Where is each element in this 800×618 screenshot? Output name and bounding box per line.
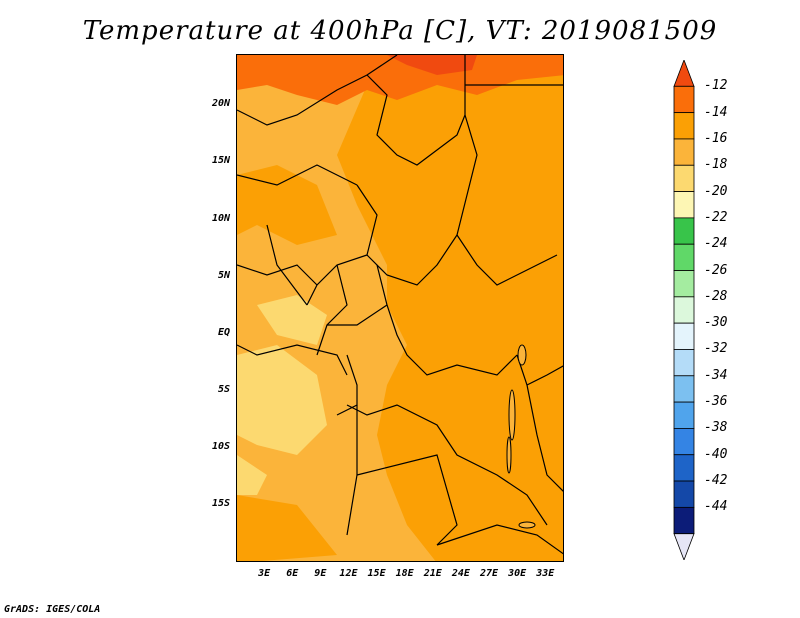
lon-tick-label: 12E <box>339 568 358 579</box>
colorbar-segment <box>673 191 695 219</box>
lat-tick-label: 10N <box>211 212 230 224</box>
lat-tick-label: 5S <box>217 383 230 395</box>
lon-tick-label: 9E <box>314 568 327 579</box>
colorbar-segment <box>673 164 695 192</box>
colorbar-segment <box>673 243 695 271</box>
lon-tick-label: 33E <box>536 568 555 579</box>
colorbar-label: -20 <box>704 183 728 199</box>
field-warm-central <box>237 165 337 245</box>
colorbar-label: -34 <box>704 367 728 383</box>
colorbar-segment <box>673 112 695 140</box>
field-hottest-north <box>387 55 477 75</box>
lat-tick-label: 20N <box>211 98 230 110</box>
colorbar-segment <box>673 401 695 429</box>
lon-tick-label: 6E <box>286 568 299 579</box>
colorbar-label: -16 <box>704 130 728 146</box>
colorbar-segment <box>673 217 695 245</box>
field-cool-west <box>237 345 327 455</box>
colorbar-segment <box>673 138 695 166</box>
colorbar-label: -26 <box>704 262 728 278</box>
colorbar-segment <box>673 349 695 377</box>
credit-text: GrADS: IGES/COLA <box>4 604 101 615</box>
colorbar-label: -32 <box>704 341 728 357</box>
lon-tick-label: 15E <box>367 568 386 579</box>
colorbar-label: -14 <box>704 104 728 120</box>
colorbar-label: -12 <box>704 78 728 94</box>
colorbar-label: -18 <box>704 157 728 173</box>
lon-tick-label: 18E <box>395 568 414 579</box>
colorbar-segment <box>673 428 695 456</box>
colorbar-segment <box>673 85 695 114</box>
lakes <box>506 344 536 529</box>
colorbar-segment <box>673 454 695 482</box>
lon-tick-label: 24E <box>451 568 470 579</box>
lat-tick-label: 5N <box>217 269 230 281</box>
colorbar-label: -28 <box>704 288 728 304</box>
colorbar <box>673 60 695 560</box>
colorbar-segment <box>673 60 695 87</box>
lon-tick-label: 21E <box>423 568 442 579</box>
field-hot-north <box>237 55 563 105</box>
colorbar-label: -22 <box>704 209 728 225</box>
lon-tick-label: 30E <box>508 568 527 579</box>
colorbar-segment <box>673 322 695 350</box>
lat-tick-label: EQ <box>217 326 230 338</box>
country-borders <box>237 55 563 555</box>
lon-tick-label: 3E <box>258 568 271 579</box>
colorbar-segment <box>673 375 695 403</box>
colorbar-segment <box>673 296 695 324</box>
lat-tick-label: 15S <box>211 497 230 509</box>
map-title: Temperature at 400hPa [C], VT: 201908150… <box>82 16 718 46</box>
colorbar-label: -42 <box>704 473 728 489</box>
lat-tick-label: 15N <box>211 155 230 167</box>
colorbar-segment <box>673 506 695 535</box>
field-cool-sw <box>237 455 267 495</box>
field-cool-west-2 <box>257 295 327 345</box>
colorbar-label: -36 <box>704 394 728 410</box>
colorbar-label: -40 <box>704 446 728 462</box>
colorbar-label: -38 <box>704 420 728 436</box>
colorbar-label: -30 <box>704 315 728 331</box>
colorbar-segment <box>673 533 695 560</box>
lat-tick-label: 10S <box>211 440 230 452</box>
field-warm-east <box>337 55 563 561</box>
lon-tick-label: 27E <box>479 568 499 579</box>
field-warm-sw <box>237 495 337 561</box>
colorbar-label: -44 <box>704 499 728 515</box>
colorbar-segment <box>673 270 695 298</box>
temperature-map <box>236 54 564 562</box>
colorbar-label: -24 <box>704 236 728 252</box>
colorbar-segment <box>673 480 695 508</box>
